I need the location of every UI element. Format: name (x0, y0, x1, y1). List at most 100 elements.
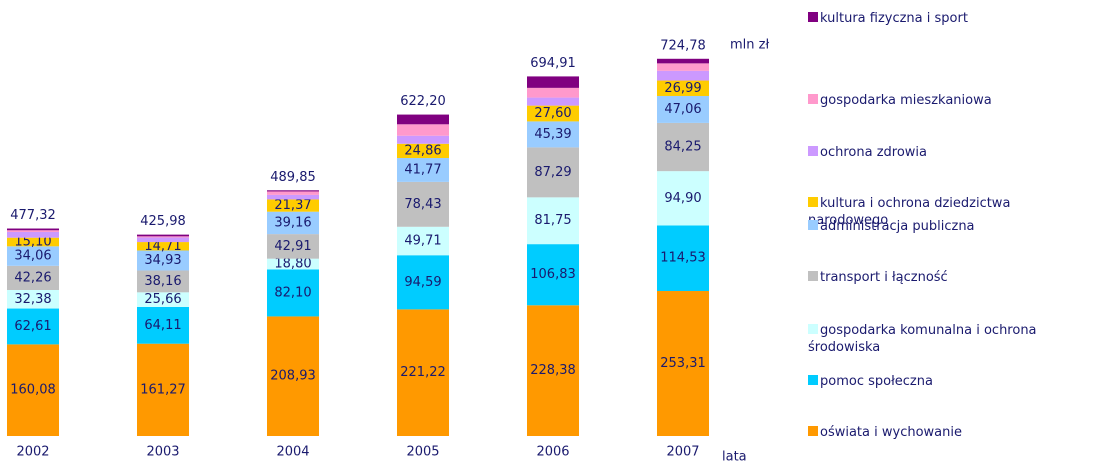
legend-label: ochrona zdrowia (820, 145, 927, 160)
bar-segment (657, 225, 709, 292)
total-label: 622,20 (400, 94, 446, 109)
value-label: 78,43 (404, 197, 441, 212)
bar-segment (7, 290, 59, 309)
bar-segment (137, 343, 189, 436)
bar-segment (397, 181, 449, 227)
legend-swatch (808, 197, 818, 207)
chart: mln zł lata 2002 160,08 62,61 32,38 42,26 34,… (7, 38, 769, 462)
value-label: 87,29 (534, 165, 571, 180)
value-label: 45,39 (534, 127, 571, 142)
value-label: 34,06 (14, 249, 51, 264)
bar-segment (7, 228, 59, 231)
legend-item: gospodarka mieszkaniowa (808, 92, 1090, 109)
total-label: 477,32 (10, 208, 56, 223)
bar-segment (137, 306, 189, 344)
value-label: 94,90 (664, 191, 701, 206)
bar-segment (527, 97, 579, 106)
bar-segment (527, 76, 579, 88)
bar-segment (527, 87, 579, 98)
legend-label: gospodarka mieszkaniowa (820, 93, 992, 108)
x-tick-label: 2005 (406, 445, 439, 460)
legend-item: kultura fizyczna i sport (808, 10, 1090, 27)
value-label: 84,25 (664, 140, 701, 155)
value-label: 47,06 (664, 102, 701, 117)
bar-segment (137, 270, 189, 293)
bar-segment (527, 105, 579, 122)
bar-segment (657, 171, 709, 226)
legend-swatch (808, 146, 818, 156)
value-label: 62,61 (14, 319, 51, 334)
value-label: 114,53 (660, 251, 706, 266)
bar-segment (397, 255, 449, 310)
total-label: 425,98 (140, 214, 186, 229)
bar-segment (657, 122, 709, 172)
bar-segment (397, 157, 449, 182)
value-label: 161,27 (140, 382, 186, 397)
value-label: 26,99 (664, 81, 701, 96)
x-tick-label: 2007 (666, 445, 699, 460)
bar-segment (527, 305, 579, 436)
value-label: 106,83 (530, 267, 576, 282)
legend-item: transport i łączność (808, 269, 1090, 286)
bar-segment (397, 309, 449, 436)
value-label: 42,91 (274, 239, 311, 254)
value-label: 15,10 (14, 235, 51, 250)
bar-segment (137, 236, 189, 238)
value-label: 42,26 (14, 270, 51, 285)
x-tick-label: 2006 (536, 445, 569, 460)
value-label: 82,10 (274, 285, 311, 300)
bar-segment (527, 147, 579, 198)
legend-item: administracja publiczna (808, 218, 1090, 235)
legend-label: administracja publiczna (820, 219, 975, 234)
x-axis-label: lata (722, 450, 747, 462)
x-tick-label: 2002 (16, 445, 49, 460)
legend-swatch (808, 94, 818, 104)
value-label: 94,59 (404, 275, 441, 290)
value-label: 14,71 (144, 239, 181, 254)
legend-item: pomoc społeczna (808, 373, 1090, 390)
value-label: 34,93 (144, 253, 181, 268)
bar-segment (137, 237, 189, 243)
total-label: 724,78 (660, 38, 706, 53)
legend-label: oświata i wychowanie (820, 425, 962, 440)
bar-segment (267, 194, 319, 200)
bar-segment (657, 291, 709, 436)
bar-segment (7, 237, 59, 247)
bar-segment (657, 63, 709, 71)
value-label: 32,38 (14, 292, 51, 307)
bar-segment (657, 58, 709, 64)
value-label: 25,66 (144, 292, 181, 307)
value-label: 160,08 (10, 383, 56, 398)
legend-label: pomoc społeczna (820, 374, 933, 389)
bar-segment (137, 250, 189, 271)
legend-swatch (808, 426, 818, 436)
bar-segment (657, 95, 709, 123)
total-label: 694,91 (530, 56, 576, 71)
bar-segment (397, 143, 449, 158)
value-label: 21,37 (274, 198, 311, 213)
value-label: 81,75 (534, 213, 571, 228)
bar-segment (267, 234, 319, 259)
bar-segment (267, 191, 319, 195)
legend-swatch (808, 220, 818, 230)
legend-item: gospodarka komunalna i ochrona środowisk… (808, 322, 1090, 356)
total-label: 489,85 (270, 170, 316, 185)
legend-swatch (808, 375, 818, 385)
legend-swatch (808, 12, 818, 22)
value-label: 24,86 (404, 143, 441, 158)
bar-segment (397, 124, 449, 136)
legend-item: ochrona zdrowia (808, 144, 1090, 161)
bar-segment (7, 230, 59, 232)
bar-segment (267, 269, 319, 317)
value-label: 49,71 (404, 234, 441, 249)
bar-segment (267, 190, 319, 192)
value-label: 38,16 (144, 274, 181, 289)
bar-segment (137, 242, 189, 251)
bar-segment (397, 114, 449, 125)
legend-label: kultura fizyczna i sport (820, 11, 968, 26)
bar-segment (527, 121, 579, 148)
value-label: 18,80 (274, 257, 311, 272)
legend-label: kultura i ochrona dziedzictwa narodowego (808, 196, 1011, 228)
value-label: 39,16 (274, 215, 311, 230)
